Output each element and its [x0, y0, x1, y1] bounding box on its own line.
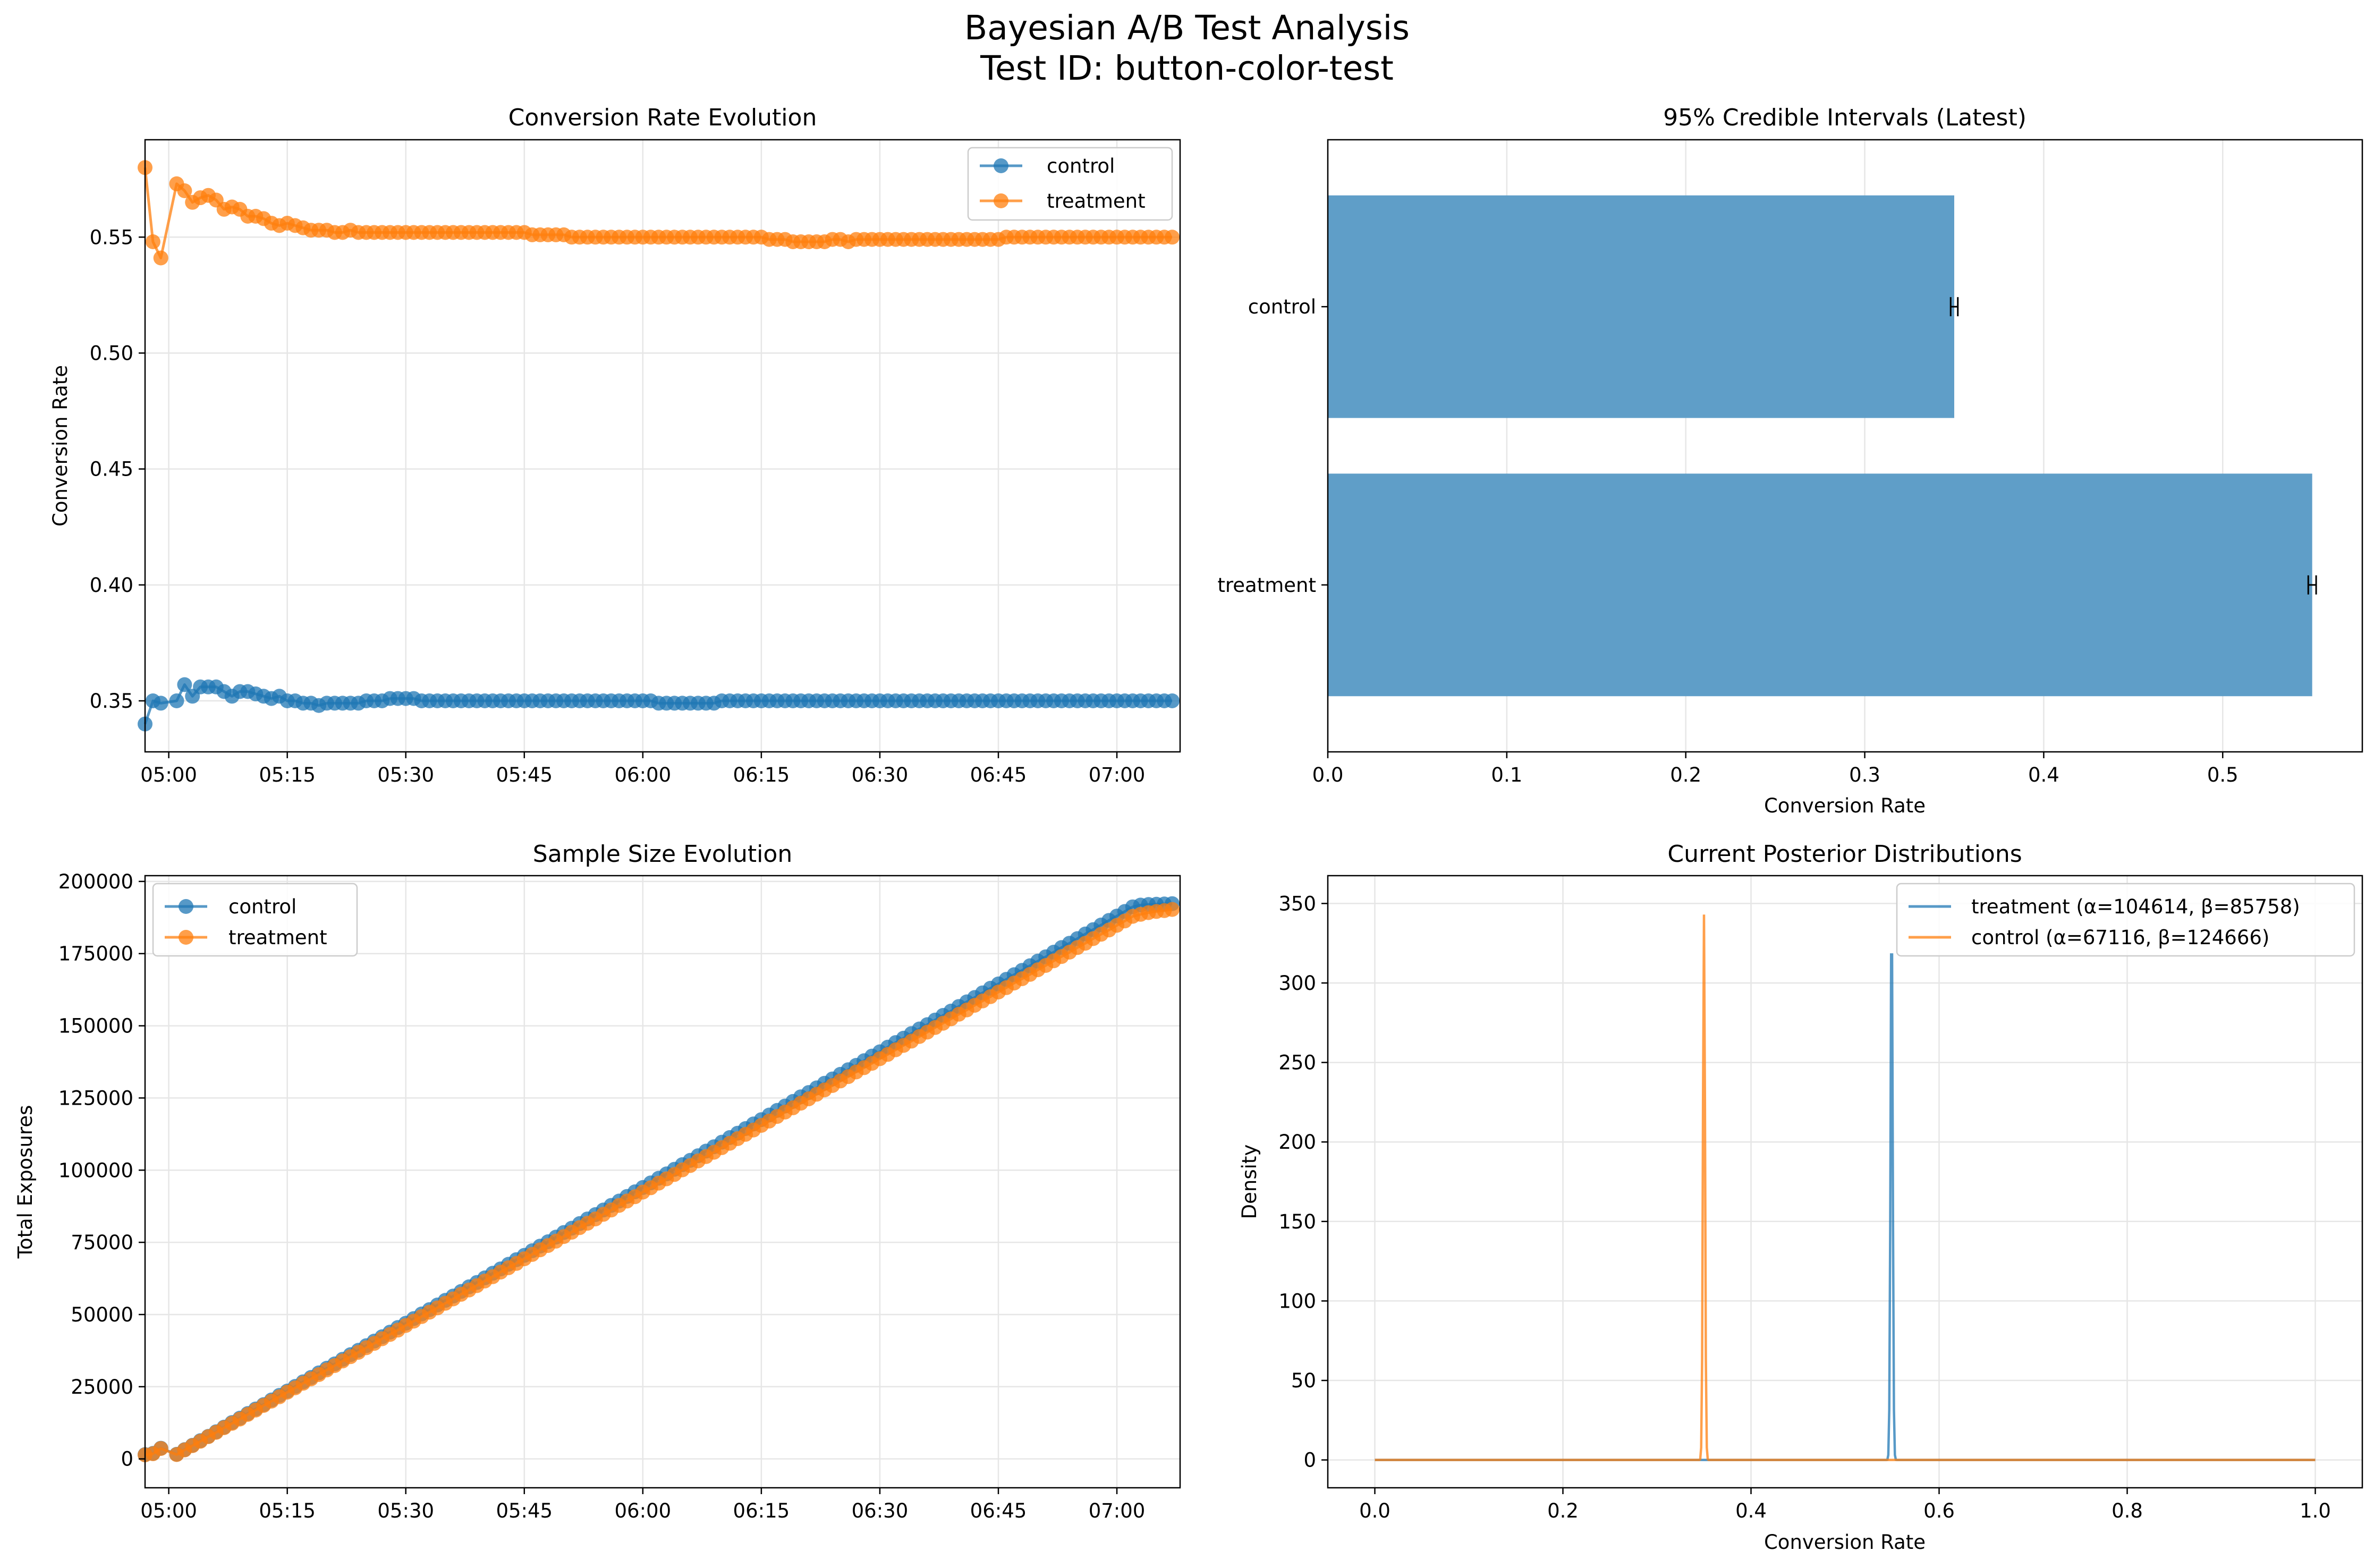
- x-tick-label: 07:00: [1089, 764, 1146, 786]
- posterior-ylabel: Density: [1238, 1145, 1261, 1219]
- figure-title-line2: Test ID: button-color-test: [980, 49, 1394, 88]
- legend-entry-control: control (α=67116, β=124666): [1909, 926, 2269, 949]
- x-tick-label: 05:45: [496, 764, 553, 786]
- x-tick-label: 05:30: [377, 764, 434, 786]
- x-tick-label: 0.2: [1547, 1499, 1579, 1522]
- x-tick-label: 05:15: [259, 1499, 316, 1522]
- x-tick-label: 07:00: [1089, 1499, 1146, 1522]
- x-tick-label: 05:45: [496, 1499, 553, 1522]
- data-point-treatment: [145, 234, 160, 249]
- legend-label-control: control: [228, 895, 296, 918]
- legend-entry-control: control: [165, 895, 296, 918]
- x-tick-label: 05:15: [259, 764, 316, 786]
- data-point-control: [153, 696, 168, 711]
- x-tick-label: 05:00: [140, 1499, 197, 1522]
- legend-label-control: control (α=67116, β=124666): [1971, 926, 2269, 949]
- sample-size-ylabel: Total Exposures: [14, 1105, 37, 1259]
- y-tick-label: 100000: [58, 1159, 133, 1182]
- bar-control: [1328, 195, 1954, 418]
- y-tick-label: 150000: [58, 1015, 133, 1038]
- y-tick-label: 50000: [71, 1303, 133, 1326]
- y-tick-label: 0: [1303, 1449, 1316, 1472]
- x-tick-label: 06:45: [970, 764, 1027, 786]
- x-tick-label: 06:00: [615, 764, 672, 786]
- bar-treatment: [1328, 473, 2312, 697]
- conversion-rate-ylabel: Conversion Rate: [49, 365, 72, 527]
- posterior-xlabel: Conversion Rate: [1764, 1531, 1926, 1554]
- credible-intervals-xlabel: Conversion Rate: [1764, 794, 1926, 817]
- legend-entry-treatment: treatment: [165, 926, 327, 949]
- y-tick-label: 175000: [58, 943, 133, 965]
- sample-size-chart: 05:00 05:15 05:30 05:45 06:00 06:15 06:30 06:45…: [14, 841, 1181, 1522]
- x-tick-label: 0.3: [1849, 764, 1880, 786]
- density-curve-1: [1375, 914, 2316, 1461]
- data-point-control: [1165, 693, 1180, 708]
- x-tick-label: 06:45: [970, 1499, 1027, 1522]
- y-tick-label: 50: [1291, 1369, 1316, 1392]
- y-tick-label: 0: [121, 1448, 133, 1471]
- legend-label-treatment: treatment (α=104614, β=85758): [1971, 895, 2300, 918]
- y-tick-label: 100: [1278, 1290, 1316, 1312]
- conversion-rate-title: Conversion Rate Evolution: [508, 104, 817, 131]
- y-tick-label: 0.50: [90, 342, 133, 365]
- data-point-treatment: [177, 183, 192, 198]
- data-point-treatment: [1165, 902, 1180, 917]
- data-point-treatment: [153, 1441, 168, 1456]
- x-tick-label: 06:00: [615, 1499, 672, 1522]
- y-tick-label: 350: [1278, 892, 1316, 915]
- y-tick-label: 75000: [71, 1231, 133, 1254]
- conversion-rate-legend: control treatment: [967, 147, 1173, 221]
- data-point-treatment: [1165, 230, 1180, 245]
- y-tick-label: 0.35: [90, 690, 133, 713]
- y-tick-label: 0.55: [90, 226, 133, 249]
- y-tick-label: 300: [1278, 972, 1316, 995]
- y-tick-label: 125000: [58, 1087, 133, 1109]
- data-point-control: [169, 693, 184, 708]
- x-tick-label: 1.0: [2300, 1499, 2331, 1522]
- x-tick-label: 05:30: [377, 1499, 434, 1522]
- y-tick-label: 200000: [58, 870, 133, 893]
- posterior-distributions-chart: 0.0 0.2 0.4 0.6 0.8 1.0 0 50 100 150 200 250 300 350…: [1238, 841, 2363, 1554]
- y-tick-label: control: [1248, 295, 1316, 318]
- x-tick-label: 0.8: [2112, 1499, 2143, 1522]
- data-point-treatment: [153, 250, 168, 266]
- legend-entry-control: control: [980, 155, 1115, 177]
- y-tick-label: 250: [1278, 1052, 1316, 1074]
- credible-intervals-title: 95% Credible Intervals (Latest): [1663, 104, 2027, 131]
- x-tick-label: 0.2: [1670, 764, 1701, 786]
- figure-title-line1: Bayesian A/B Test Analysis: [964, 9, 1410, 47]
- x-tick-label: 0.6: [1923, 1499, 1955, 1522]
- y-tick-label: 200: [1278, 1131, 1316, 1154]
- legend-label-treatment: treatment: [228, 926, 327, 949]
- legend-entry-treatment: treatment (α=104614, β=85758): [1909, 895, 2300, 918]
- posterior-legend: treatment (α=104614, β=85758) control (α…: [1896, 883, 2355, 957]
- x-tick-label: 05:00: [140, 764, 197, 786]
- x-tick-label: 06:15: [733, 1499, 790, 1522]
- y-tick-label: 0.40: [90, 574, 133, 597]
- sample-size-legend: control treatment: [152, 883, 358, 957]
- posterior-title: Current Posterior Distributions: [1667, 841, 2022, 868]
- y-tick-label: 0.45: [90, 458, 133, 481]
- y-tick-label: 150: [1278, 1210, 1316, 1233]
- legend-entry-treatment: treatment: [980, 190, 1146, 213]
- data-point-control: [177, 677, 192, 692]
- conversion-rate-chart: 05:00 05:15 05:30 05:45 06:00 06:15 06:30 06:45…: [49, 104, 1181, 786]
- x-tick-label: 0.4: [2028, 764, 2059, 786]
- y-tick-label: treatment: [1217, 574, 1316, 597]
- x-tick-label: 0.1: [1491, 764, 1522, 786]
- x-tick-label: 0.4: [1735, 1499, 1767, 1522]
- legend-label-control: control: [1047, 155, 1115, 177]
- y-tick-label: 25000: [71, 1376, 133, 1399]
- x-tick-label: 06:30: [852, 1499, 909, 1522]
- credible-intervals-chart: 0.0 0.1 0.2 0.3 0.4 0.5 control treatment 95% …: [1217, 104, 2363, 817]
- x-tick-label: 06:30: [852, 764, 909, 786]
- x-tick-label: 0.0: [1312, 764, 1344, 786]
- sample-size-title: Sample Size Evolution: [533, 841, 792, 868]
- x-tick-label: 0.5: [2207, 764, 2239, 786]
- legend-label-treatment: treatment: [1047, 190, 1146, 213]
- x-tick-label: 0.0: [1359, 1499, 1391, 1522]
- x-tick-label: 06:15: [733, 764, 790, 786]
